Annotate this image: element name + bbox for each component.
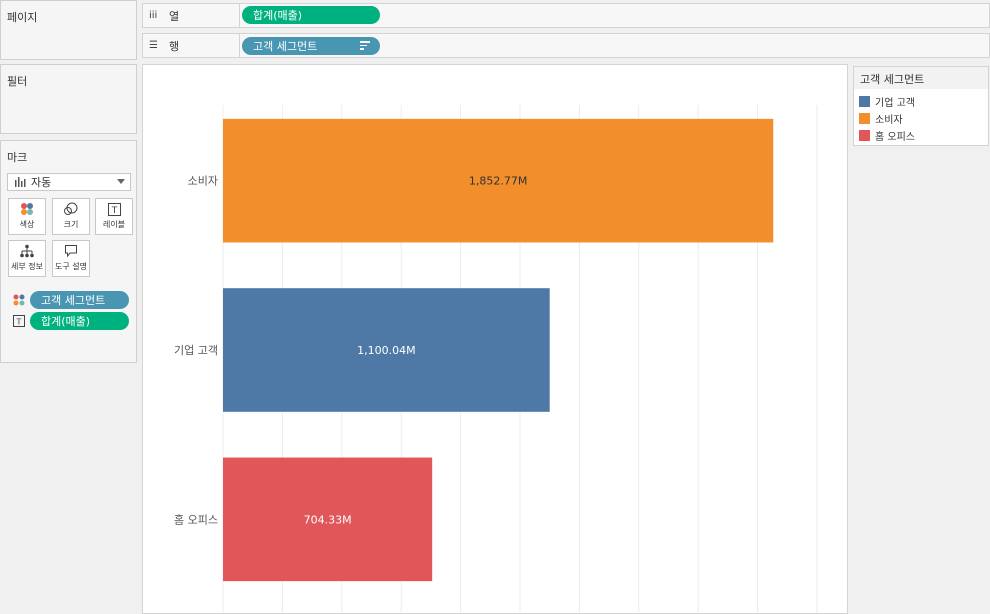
tooltip-button-label: 도구 설명 [55, 262, 87, 271]
marks-panel: 마크 자동 색상 크기 [0, 140, 137, 363]
data-label: 1,100.04M [357, 344, 415, 357]
size-button[interactable]: 크기 [52, 198, 90, 235]
color-dots-icon [13, 294, 25, 306]
label-button[interactable]: T 레이블 [95, 198, 133, 235]
color-dots-icon [21, 203, 33, 215]
columns-icon: iii [149, 10, 158, 21]
legend-label: 홈 오피스 [875, 131, 915, 143]
filters-title: 필터 [7, 75, 28, 88]
detail-tree-icon [20, 244, 34, 258]
detail-button-label: 세부 정보 [11, 262, 43, 271]
svg-text:T: T [16, 318, 22, 327]
color-button[interactable]: 색상 [8, 198, 46, 235]
legend-label: 소비자 [875, 114, 903, 126]
label-button-label: 레이블 [102, 220, 126, 229]
detail-button[interactable]: 세부 정보 [8, 240, 46, 277]
columns-shelf[interactable]: iii 열 합계(매출) [142, 3, 990, 28]
marks-title: 마크 [7, 151, 28, 164]
chevron-down-icon [117, 179, 125, 184]
tooltip-button[interactable]: 도구 설명 [52, 240, 90, 277]
mark-pill-row-label: T 합계(매출) [13, 312, 133, 330]
data-label: 1,852.77M [469, 175, 527, 188]
tooltip-bubble-icon [65, 245, 77, 258]
legend-swatch [859, 95, 870, 107]
mark-pill-row-color: 고객 세그먼트 [13, 291, 133, 309]
size-circles-icon [64, 202, 78, 215]
legend-item-home-office[interactable]: 홈 오피스 [859, 128, 915, 143]
rows-shelf[interactable]: ☰ 행 고객 세그먼트 [142, 33, 990, 58]
bar-chart: 소비자 1,852.77M 기업 고객 1,100.04M 홈 오피스 704.33M [174, 105, 818, 613]
columns-label: 열 [169, 9, 180, 23]
text-label-icon: T [13, 315, 25, 327]
category-label: 기업 고객 [174, 344, 218, 357]
mark-type-label: 자동 [31, 176, 52, 189]
mark-type-dropdown[interactable]: 자동 [7, 173, 131, 191]
legend-item-consumer[interactable]: 소비자 [859, 111, 903, 126]
size-button-label: 크기 [63, 220, 79, 229]
bar[interactable] [223, 118, 774, 243]
rows-segment-pill-label: 고객 세그먼트 [253, 40, 318, 53]
segment-color-pill[interactable]: 고객 세그먼트 [30, 291, 129, 309]
bar[interactable] [223, 457, 433, 582]
pages-title: 페이지 [7, 11, 38, 24]
category-label: 소비자 [188, 175, 218, 188]
svg-text:T: T [110, 206, 117, 216]
legend-title: 고객 세그먼트 [854, 67, 988, 89]
bar-chart-icon [15, 177, 26, 187]
filters-panel[interactable]: 필터 [0, 64, 137, 134]
legend-swatch [859, 129, 870, 141]
legend-swatch [859, 112, 870, 124]
rows-label: 행 [169, 39, 180, 53]
rows-shelf-label: ☰ 행 [143, 34, 240, 57]
pages-panel: 페이지 [0, 0, 137, 60]
data-label: 704.33M [304, 513, 352, 526]
legend-label: 기업 고객 [875, 97, 915, 109]
bar[interactable] [223, 288, 550, 412]
rows-icon: ☰ [149, 40, 158, 51]
color-button-label: 색상 [19, 220, 35, 229]
columns-sales-pill[interactable]: 합계(매출) [242, 6, 380, 24]
legend-item-enterprise[interactable]: 기업 고객 [859, 94, 915, 109]
text-label-icon: T [107, 202, 121, 216]
color-legend: 고객 세그먼트 기업 고객 소비자 홈 오피스 [853, 66, 989, 146]
sort-descending-icon[interactable] [360, 41, 370, 51]
chart-area: 소비자 1,852.77M 기업 고객 1,100.04M 홈 오피스 704.33M [142, 64, 848, 614]
columns-shelf-label: iii 열 [143, 4, 240, 27]
sales-label-pill[interactable]: 합계(매출) [30, 312, 129, 330]
category-label: 홈 오피스 [174, 512, 218, 526]
rows-segment-pill[interactable]: 고객 세그먼트 [242, 37, 380, 55]
